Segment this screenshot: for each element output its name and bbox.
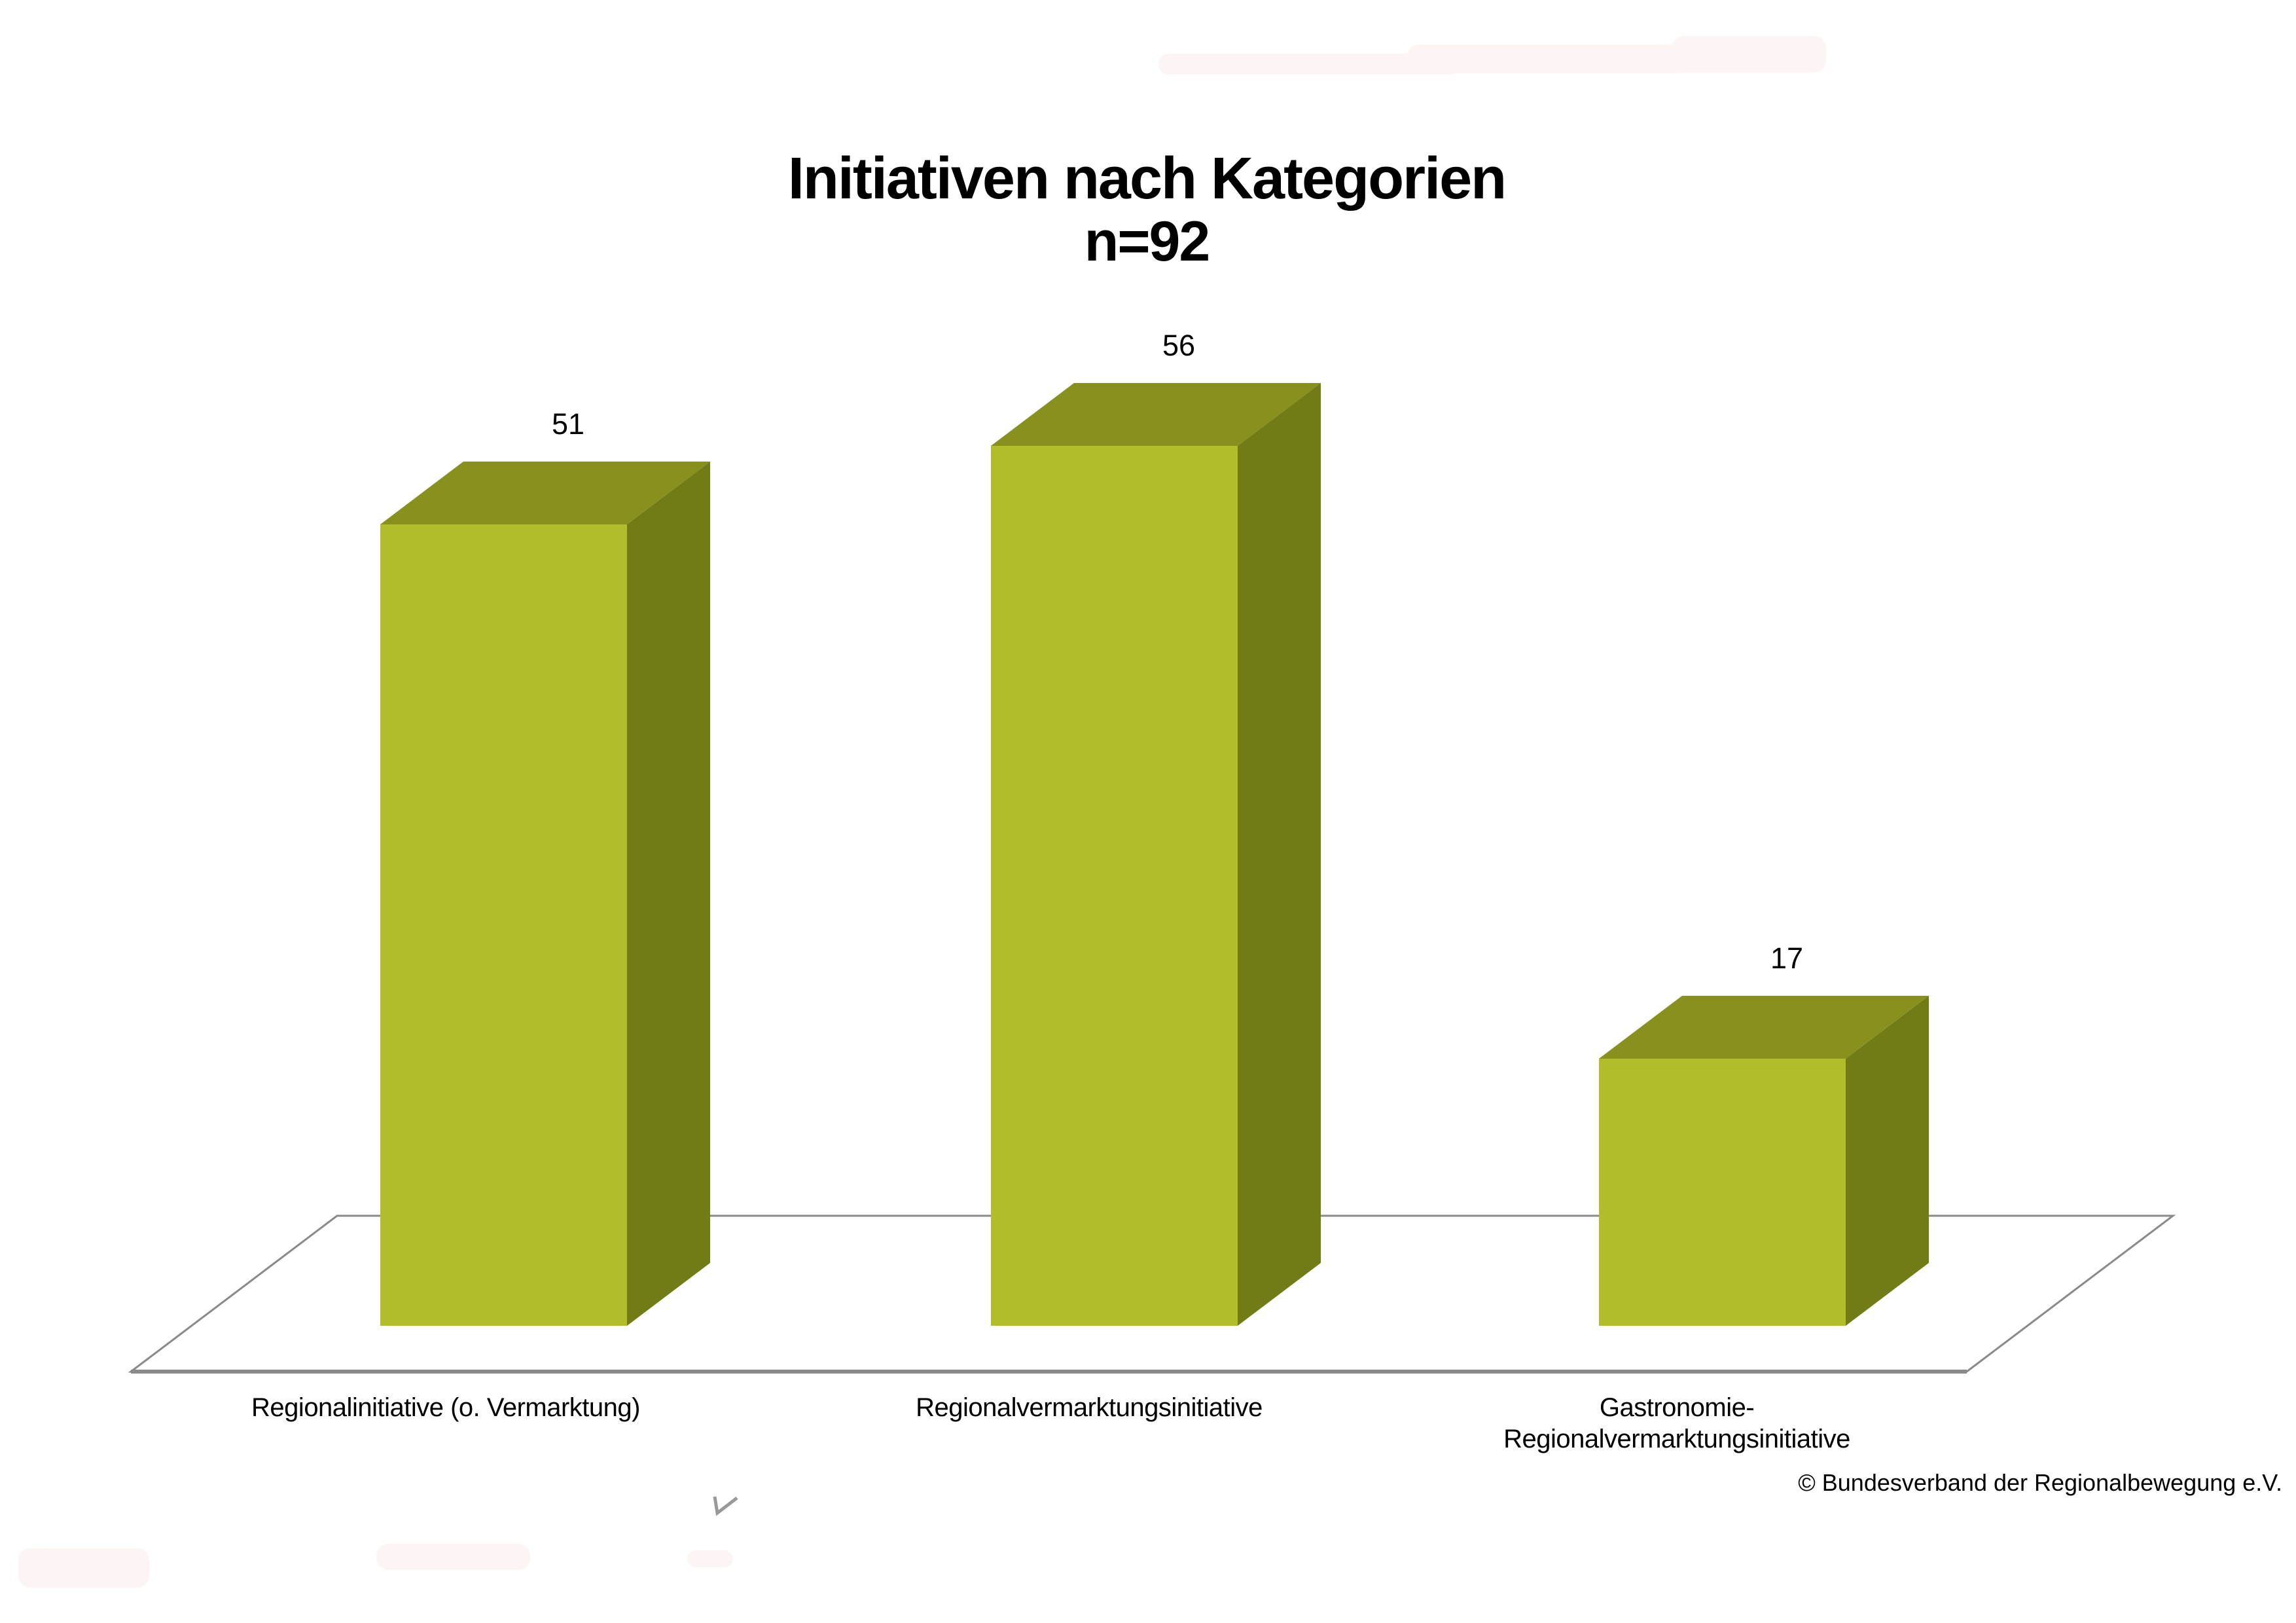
watermark-blob — [376, 1544, 530, 1570]
watermark-blob — [687, 1550, 733, 1567]
category-label: Regionalinitiative (o. Vermarktung) — [251, 1392, 640, 1423]
bar-3 — [1599, 996, 1929, 1326]
bars — [380, 383, 1929, 1326]
bar-top-face — [991, 383, 1321, 446]
category-label-line: Regionalvermarktungsinitiative — [1503, 1425, 1850, 1453]
category-label-line: Regionalvermarktungsinitiative — [916, 1393, 1263, 1422]
bar-1 — [380, 462, 710, 1326]
watermark-blob — [1407, 45, 1689, 73]
bar-top-face — [380, 462, 710, 524]
checkmark-icon — [713, 1496, 738, 1516]
bar-top-face — [1599, 996, 1929, 1059]
chart-title: Initiativen nach Kategorien — [787, 146, 1507, 211]
bar-side-face — [1238, 383, 1321, 1326]
value-label: 51 — [551, 407, 585, 441]
value-label: 56 — [1162, 329, 1196, 362]
bar-front-face — [1599, 1059, 1846, 1326]
bar-front-face — [991, 446, 1238, 1326]
category-label-line: Regionalinitiative (o. Vermarktung) — [251, 1393, 640, 1422]
bar-2 — [991, 383, 1321, 1326]
bar-side-face — [1846, 996, 1929, 1326]
watermark-blob — [18, 1548, 149, 1588]
bar-front-face — [380, 524, 627, 1326]
category-label-line: Gastronomie- — [1599, 1393, 1755, 1422]
category-label: Gastronomie- Regionalvermarktungsinitiati… — [1503, 1392, 1850, 1455]
floor-plane — [128, 1214, 2176, 1374]
value-label: 17 — [1770, 941, 1804, 975]
bar-side-face — [627, 462, 710, 1326]
watermark-blob — [1672, 36, 1826, 73]
copyright-note: © Bundesverband der Regionalbewegung e.V… — [1798, 1469, 2282, 1496]
category-label: Regionalvermarktungsinitiative — [916, 1392, 1263, 1423]
chart-subtitle: n=92 — [1084, 210, 1210, 273]
